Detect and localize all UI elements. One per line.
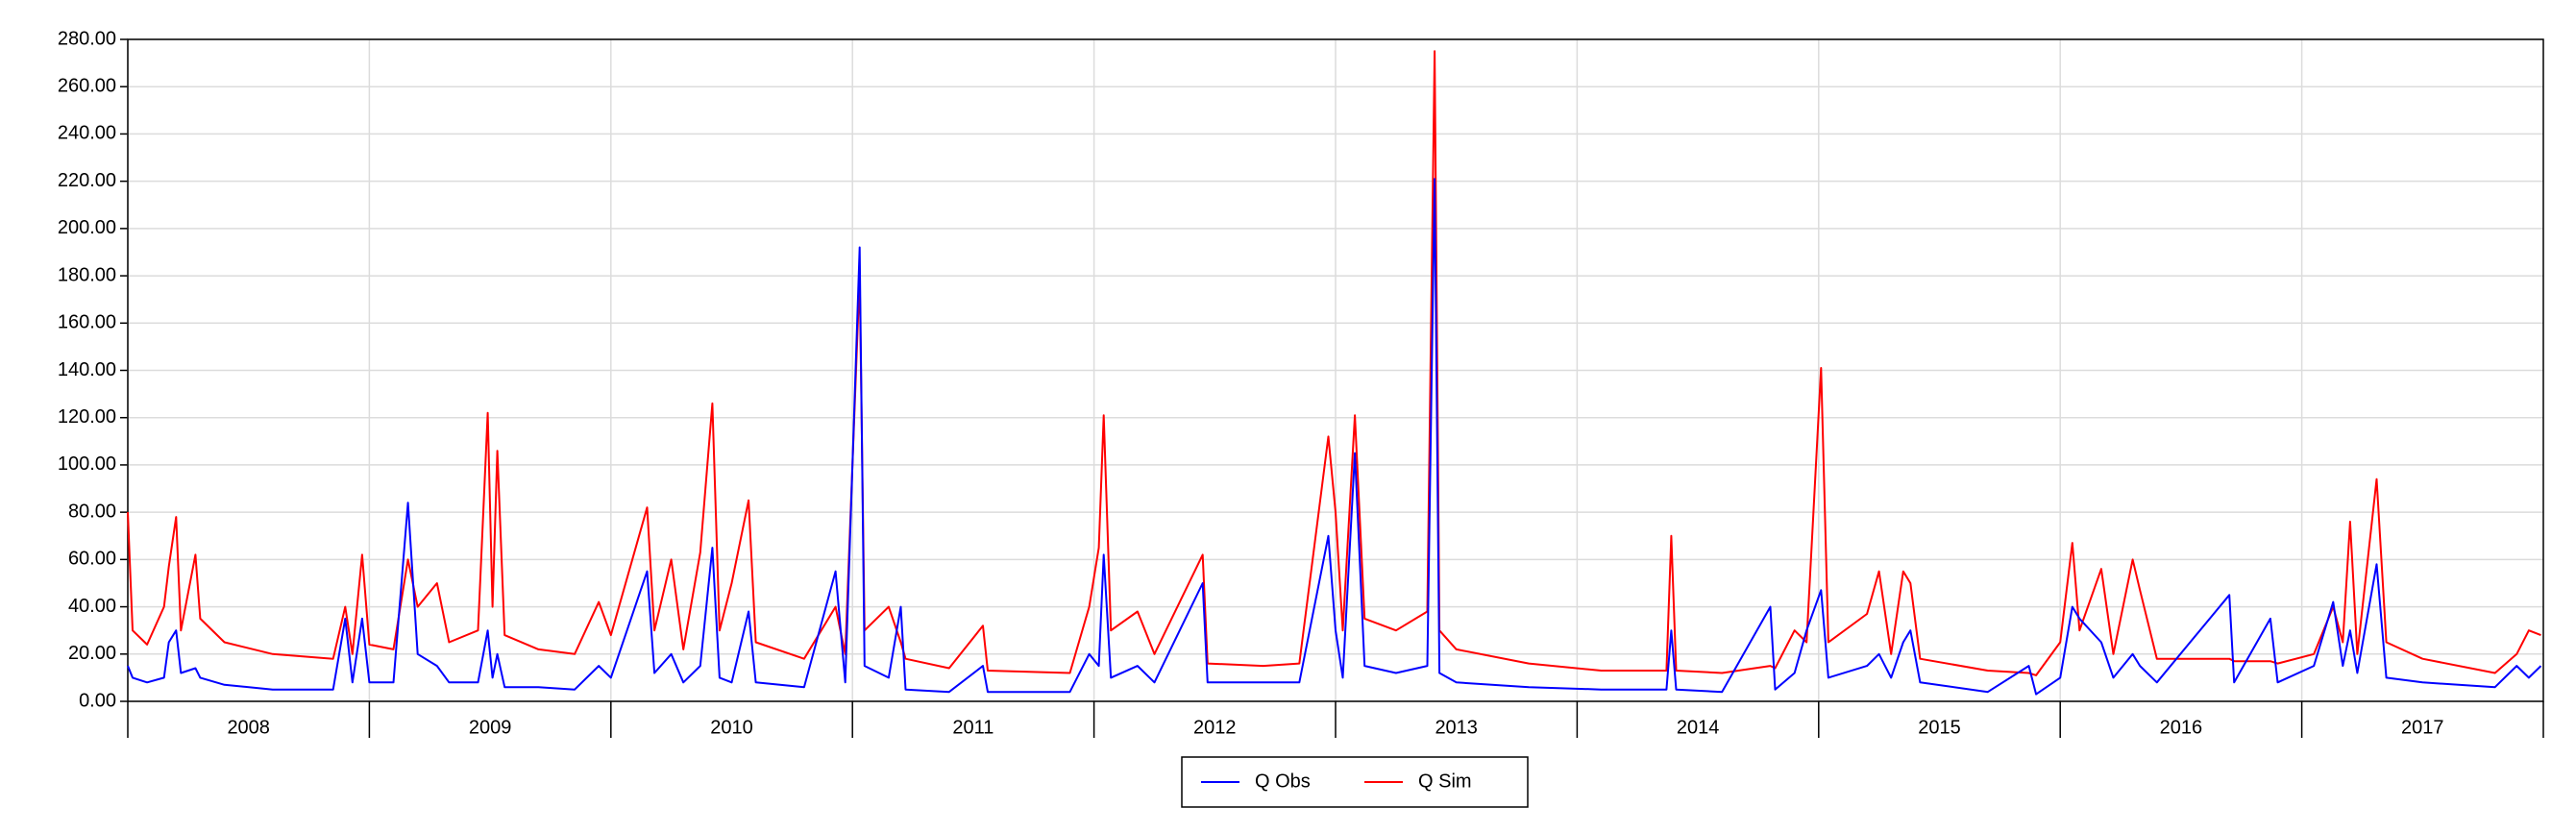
- y-tick-label: 160.00: [58, 312, 116, 333]
- x-tick-label: 2014: [1677, 717, 1720, 738]
- y-tick-label: 140.00: [58, 359, 116, 380]
- y-tick-label: 180.00: [58, 264, 116, 285]
- series-line: [127, 178, 2542, 696]
- x-tick-label: 2015: [1918, 717, 1961, 738]
- x-tick-label: 2009: [469, 717, 512, 738]
- series-line: [127, 50, 2541, 676]
- x-tick-label: 2008: [227, 717, 270, 738]
- y-tick-label: 120.00: [58, 406, 116, 428]
- y-tick-label: 240.00: [58, 123, 116, 144]
- y-tick-label: 100.00: [58, 453, 116, 475]
- legend-label: Q Sim: [1418, 771, 1472, 792]
- y-tick-label: 200.00: [58, 217, 116, 238]
- x-tick-label: 2011: [952, 717, 994, 738]
- y-tick-label: 220.00: [58, 170, 116, 191]
- legend-label: Q Obs: [1255, 771, 1311, 792]
- y-tick-label: 40.00: [68, 596, 116, 617]
- y-tick-label: 60.00: [68, 549, 116, 570]
- x-tick-label: 2012: [1193, 717, 1237, 738]
- y-tick-label: 0.00: [79, 690, 116, 711]
- x-tick-label: 2017: [2401, 717, 2444, 738]
- x-tick-label: 2013: [1435, 717, 1478, 738]
- y-tick-label: 20.00: [68, 643, 116, 664]
- y-tick-label: 280.00: [58, 28, 116, 49]
- y-tick-label: 260.00: [58, 75, 116, 96]
- plot-frame: [127, 38, 2544, 702]
- x-tick-label: 2016: [2160, 717, 2203, 738]
- x-tick-label: 2010: [710, 717, 753, 738]
- y-tick-label: 80.00: [68, 501, 116, 522]
